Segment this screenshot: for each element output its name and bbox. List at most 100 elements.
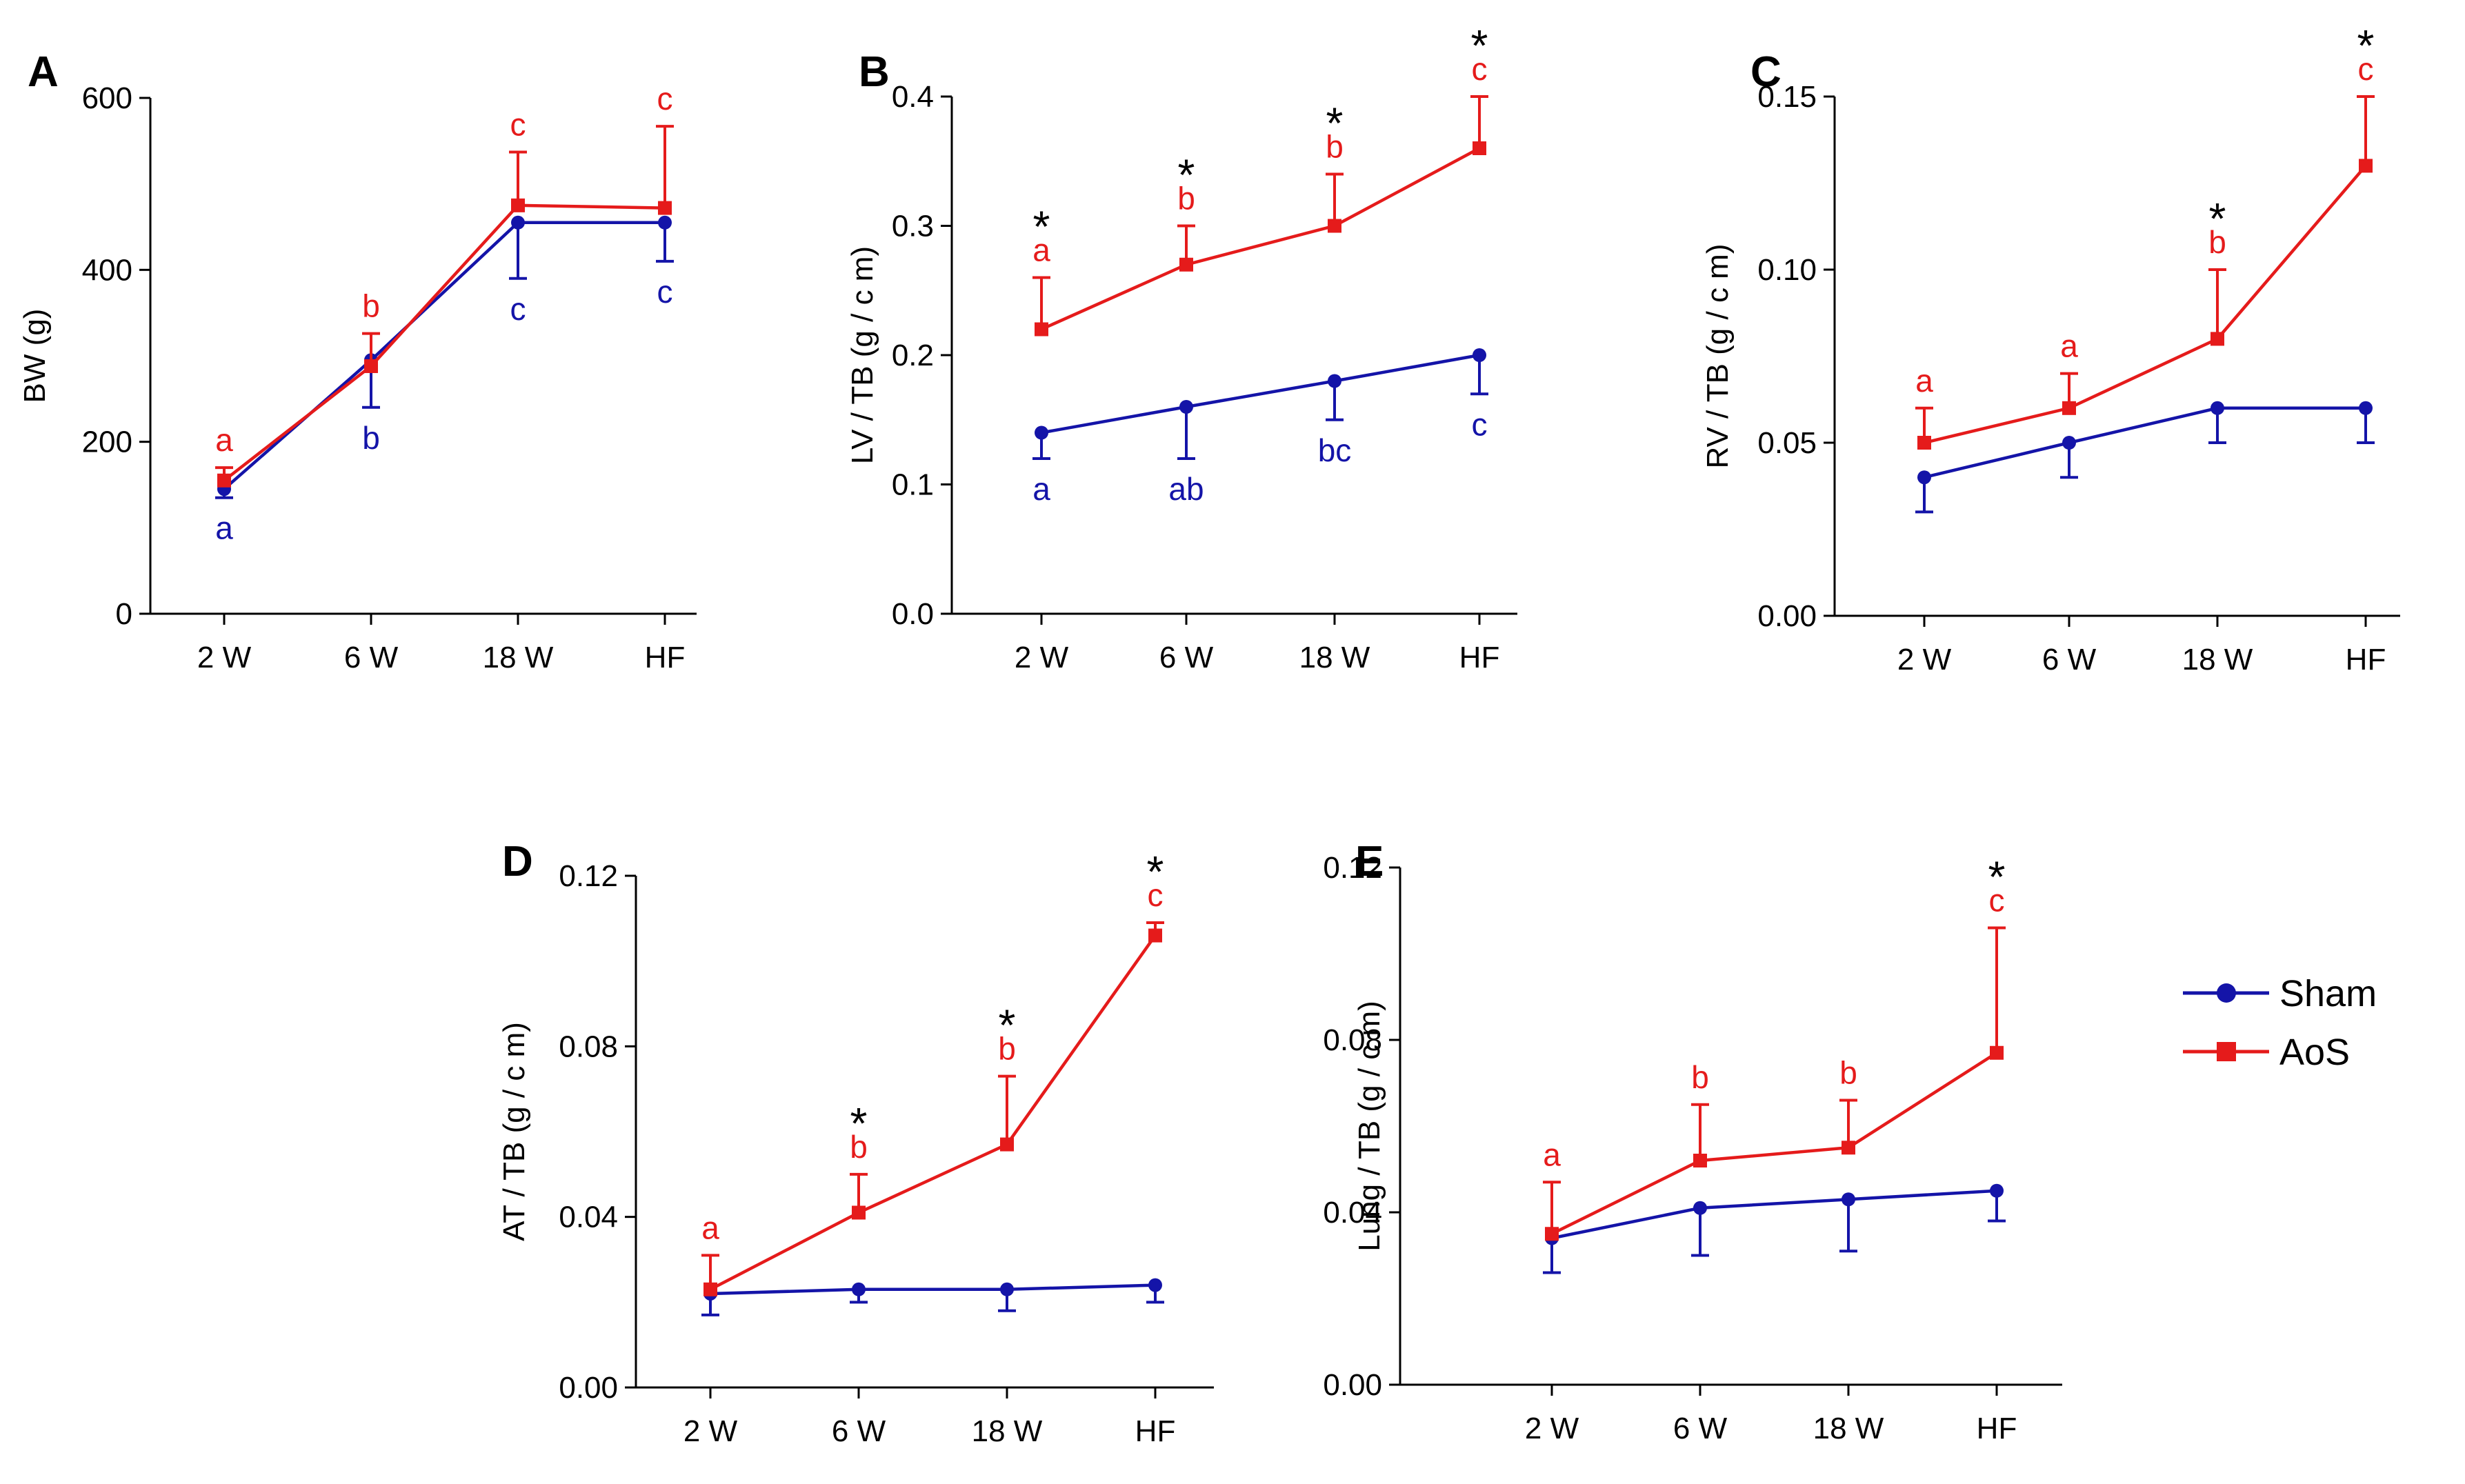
y-tick-label: 0.12 xyxy=(1323,851,1382,885)
y-tick-label: 600 xyxy=(82,81,132,115)
significance-star: * xyxy=(1326,99,1344,148)
significance-star: * xyxy=(999,1001,1016,1050)
y-axis-title: RV / TB (g / c m) xyxy=(1701,244,1735,469)
y-tick-label: 0.12 xyxy=(559,859,618,893)
significance-letter: c xyxy=(657,274,673,310)
significance-letter: c xyxy=(510,291,526,327)
data-point-aos xyxy=(364,359,378,373)
significance-letter: b xyxy=(362,288,380,324)
significance-letter: c xyxy=(1472,406,1488,442)
y-axis-title: Lung / TB (g / c m) xyxy=(1353,1001,1386,1252)
legend-label-sham: Sham xyxy=(2279,973,2377,1014)
y-tick-label: 0.00 xyxy=(559,1371,618,1405)
data-point-aos xyxy=(2062,401,2076,415)
panel-A: A 0 200 400 600 2 W 6 W 18 W HF BW (g) a b c c a b c c xyxy=(18,48,697,674)
panel-letter: E xyxy=(1355,838,1384,885)
significance-letter: b xyxy=(998,1031,1016,1067)
y-tick-label: 0.05 xyxy=(1757,426,1817,460)
significance-letter: a xyxy=(1543,1136,1561,1172)
y-tick-label: 0 xyxy=(116,597,132,631)
significance-letter: c xyxy=(1989,883,2005,919)
data-point-aos xyxy=(1990,1045,2004,1060)
y-axis-title: AT / TB (g / c m) xyxy=(497,1022,531,1241)
series-line-sham xyxy=(223,221,665,490)
data-point-sham xyxy=(2062,436,2076,450)
data-point-sham xyxy=(1148,1278,1162,1292)
data-point-aos xyxy=(658,201,672,215)
series-line-aos xyxy=(1041,147,1481,331)
y-tick-label: 0.04 xyxy=(559,1201,618,1234)
y-tick-label: 0.2 xyxy=(892,339,934,372)
x-tick-label: 6 W xyxy=(1673,1412,1728,1445)
significance-letter: c xyxy=(657,81,673,117)
significance-letter: a xyxy=(1032,232,1050,268)
data-point-sham xyxy=(511,215,525,230)
significance-letter: b xyxy=(1691,1059,1709,1095)
x-tick-label: HF xyxy=(1459,641,1500,674)
series-line-aos xyxy=(223,203,666,482)
significance-star: * xyxy=(1178,150,1195,200)
data-point-sham xyxy=(1035,425,1048,440)
x-tick-label: 6 W xyxy=(2042,643,2097,676)
data-point-aos xyxy=(703,1282,717,1296)
legend-label-aos: AoS xyxy=(2279,1032,2350,1073)
significance-letter: b xyxy=(1326,129,1344,165)
data-point-sham xyxy=(1990,1183,2004,1198)
significance-star: * xyxy=(2357,21,2375,70)
data-point-aos xyxy=(511,198,525,212)
data-point-aos xyxy=(1917,436,1931,450)
data-point-aos xyxy=(1545,1227,1559,1241)
y-tick-label: 0.4 xyxy=(892,80,934,114)
significance-letter: b xyxy=(2208,224,2226,260)
data-point-aos xyxy=(1179,257,1193,272)
data-point-sham xyxy=(2359,401,2373,415)
y-tick-label: 0.00 xyxy=(1323,1368,1382,1402)
y-tick-label: 0.04 xyxy=(1323,1196,1382,1230)
data-point-sham xyxy=(1328,374,1341,388)
data-point-aos xyxy=(1000,1137,1014,1152)
x-tick-label: 2 W xyxy=(197,641,252,674)
data-point-sham xyxy=(1179,400,1193,414)
significance-letter: ab xyxy=(1168,471,1204,507)
panel-B: B 0.0 0.1 0.2 0.3 0.4 2 W 6 W 18 W HF LV / TB (g /… xyxy=(846,21,1517,674)
series-line-sham xyxy=(1924,406,2366,479)
significance-letter: c xyxy=(1148,877,1164,913)
significance-letter: a xyxy=(215,422,233,458)
y-tick-label: 0.3 xyxy=(892,210,934,243)
data-point-aos xyxy=(1842,1141,1855,1155)
data-point-sham xyxy=(1473,348,1486,362)
significance-letter: b xyxy=(850,1129,868,1165)
significance-letter: c xyxy=(1472,51,1488,87)
y-tick-label: 0.08 xyxy=(1323,1023,1382,1057)
y-tick-label: 0.15 xyxy=(1757,80,1817,114)
y-tick-label: 0.0 xyxy=(892,597,934,631)
significance-letter: a xyxy=(1032,471,1050,507)
significance-star: * xyxy=(1471,21,1488,70)
data-point-sham xyxy=(852,1282,866,1296)
panel-C: C 0.00 0.05 0.10 0.15 2 W 6 W 18 W HF RV / TB (g … xyxy=(1701,21,2400,676)
series-line-sham xyxy=(1551,1189,1997,1240)
y-tick-label: 0.08 xyxy=(559,1030,618,1063)
y-tick-label: 200 xyxy=(82,425,132,459)
data-point-aos xyxy=(217,473,231,488)
series-line-aos xyxy=(1551,1051,1998,1236)
panel-D: D 0.00 0.04 0.08 0.12 2 W 6 W 18 W HF AT / TB (g … xyxy=(497,838,1214,1448)
legend-marker-sham xyxy=(2217,983,2236,1003)
data-point-aos xyxy=(2210,332,2224,346)
x-tick-label: 6 W xyxy=(1159,641,1214,674)
data-point-aos xyxy=(2359,159,2373,173)
data-point-sham xyxy=(658,215,672,230)
significance-letter: b xyxy=(362,420,380,456)
series-line-sham xyxy=(1041,353,1480,434)
y-tick-label: 400 xyxy=(82,253,132,287)
y-tick-label: 0.1 xyxy=(892,468,934,502)
x-tick-label: 18 W xyxy=(1813,1412,1884,1445)
significance-letter: c xyxy=(510,107,526,143)
significance-letter: c xyxy=(2358,51,2374,87)
data-point-sham xyxy=(1842,1192,1855,1207)
x-tick-label: 6 W xyxy=(344,641,399,674)
series-line-aos xyxy=(1924,164,2367,445)
data-point-sham xyxy=(1693,1201,1707,1215)
x-tick-label: HF xyxy=(1977,1412,2017,1445)
significance-letter: a xyxy=(2060,328,2078,364)
